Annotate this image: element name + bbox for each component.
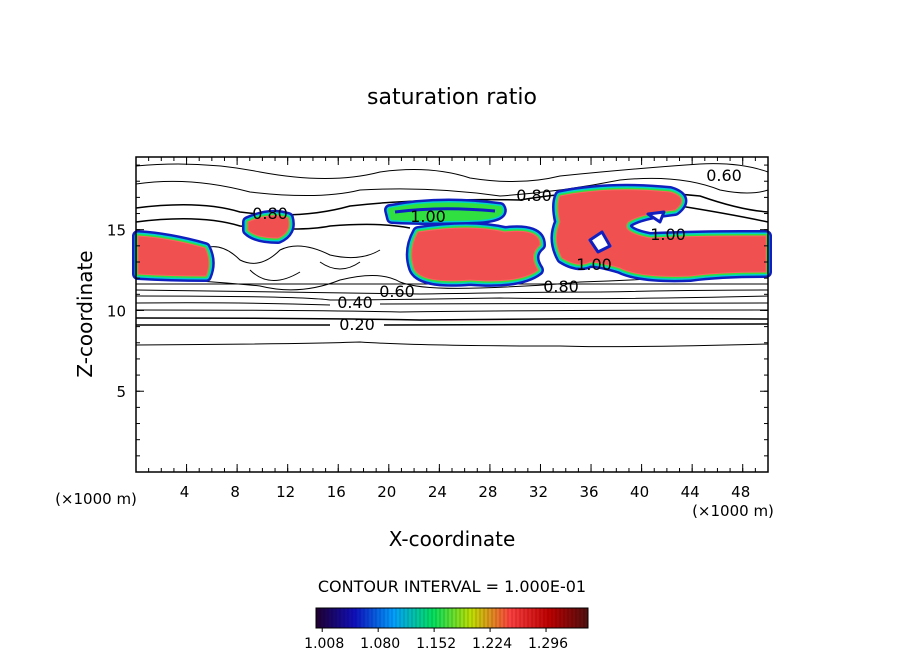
contour-line <box>135 302 769 306</box>
contour-label: 1.00 <box>410 207 446 226</box>
contour-label: 0.40 <box>337 293 373 312</box>
contour-line <box>135 317 769 321</box>
colorbar-tick-label: 1.296 <box>528 636 568 652</box>
x-tick-label: 28 <box>478 483 497 501</box>
x-tick-label: 4 <box>180 483 190 501</box>
x-tick-label: 12 <box>276 483 295 501</box>
y-tick-label: 15 <box>107 222 126 240</box>
y-axis-label: Z-coordinate <box>73 250 97 377</box>
y-tick-label: 10 <box>107 302 126 320</box>
contour-line <box>199 245 381 281</box>
colorbar-tick-label: 1.008 <box>304 636 344 652</box>
x-tick-label: 8 <box>230 483 240 501</box>
colorbar-tick-label: 1.080 <box>360 636 400 652</box>
x-tick-label: 16 <box>327 483 346 501</box>
x-tick-label: 44 <box>681 483 700 501</box>
contour-label: 0.80 <box>252 204 288 223</box>
x-tick-label: 20 <box>377 483 396 501</box>
x-tick-label: 48 <box>731 483 750 501</box>
contour-line <box>136 323 769 326</box>
contour-label: 1.00 <box>576 255 612 274</box>
y-tick-label: 5 <box>116 383 126 401</box>
colorbar <box>315 607 589 629</box>
contour-label: 1.00 <box>650 225 686 244</box>
contour-labels: 0.60 0.80 0.80 1.00 1.00 1.00 0.60 0.80 … <box>252 166 742 334</box>
contour-label: 0.80 <box>516 186 552 205</box>
contour-label: 0.80 <box>543 277 579 296</box>
x-tick-label: 24 <box>428 483 447 501</box>
colorbar-tick-label: 1.224 <box>472 636 512 652</box>
contour-line <box>135 177 769 197</box>
contour-label: 0.60 <box>706 166 742 185</box>
contour-line <box>135 163 769 183</box>
contour-line <box>135 309 769 313</box>
x-axis-label: X-coordinate <box>389 527 516 551</box>
contour-interval: CONTOUR INTERVAL = 1.000E-01 <box>318 577 586 596</box>
saturation-regions <box>138 190 766 281</box>
colorbar-tick-label: 1.152 <box>416 636 456 652</box>
x-tick-label: 36 <box>579 483 598 501</box>
contour-label: 0.60 <box>379 282 415 301</box>
contour-line <box>135 341 769 348</box>
x-tick-label: 32 <box>529 483 548 501</box>
chart-title: saturation ratio <box>367 85 537 110</box>
contour-line <box>135 289 769 295</box>
x-unit-label: (×1000 m) <box>55 490 137 508</box>
contour-label: 0.20 <box>339 315 375 334</box>
contour-line <box>135 295 769 301</box>
contour-field <box>135 163 769 348</box>
x-unit-label: (×1000 m) <box>692 502 774 520</box>
x-tick-label: 40 <box>630 483 649 501</box>
